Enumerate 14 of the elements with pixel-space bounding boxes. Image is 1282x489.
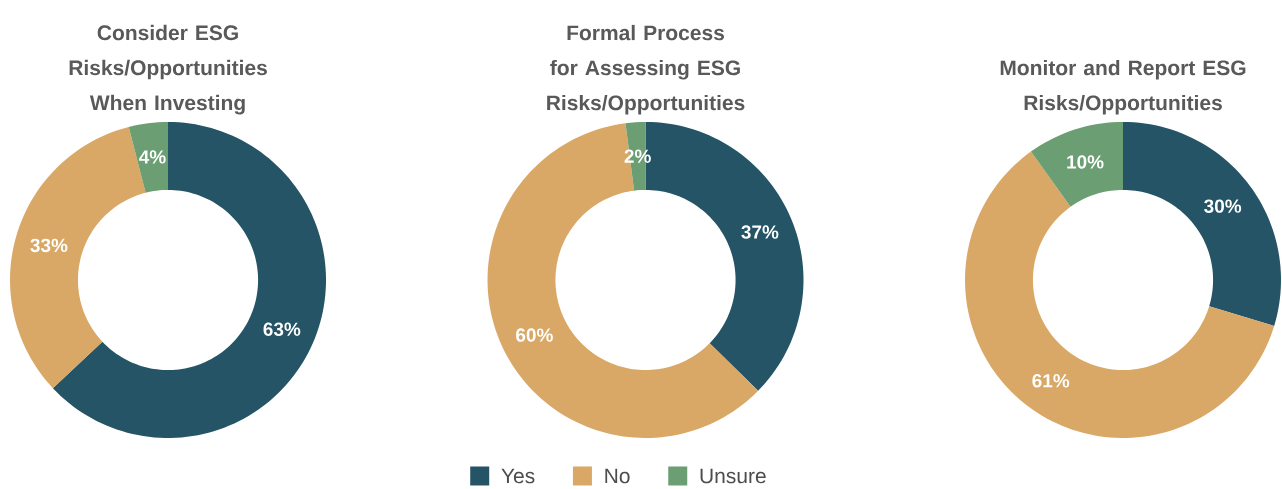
chart-title: Monitor and Report ESG Risks/Opportunities (1000, 59, 1246, 115)
chart-title: Formal Process for Assessing ESG Risks/Opportunities (547, 24, 745, 115)
legend-label: No (605, 468, 630, 484)
data-label: 33% (30, 238, 68, 253)
data-label: 10% (1067, 155, 1104, 169)
chart-title: Consider ESG Risks/Opportunities When Investing (69, 24, 267, 115)
data-label: 30% (1204, 199, 1242, 213)
legend-label: Yes (501, 468, 535, 484)
legend-label: Unsure (700, 468, 766, 484)
data-label: 37% (741, 225, 779, 239)
data-label: 60% (516, 328, 553, 342)
data-label: 4% (139, 150, 166, 164)
data-label: 61% (1032, 374, 1070, 388)
data-label: 63% (263, 322, 301, 336)
